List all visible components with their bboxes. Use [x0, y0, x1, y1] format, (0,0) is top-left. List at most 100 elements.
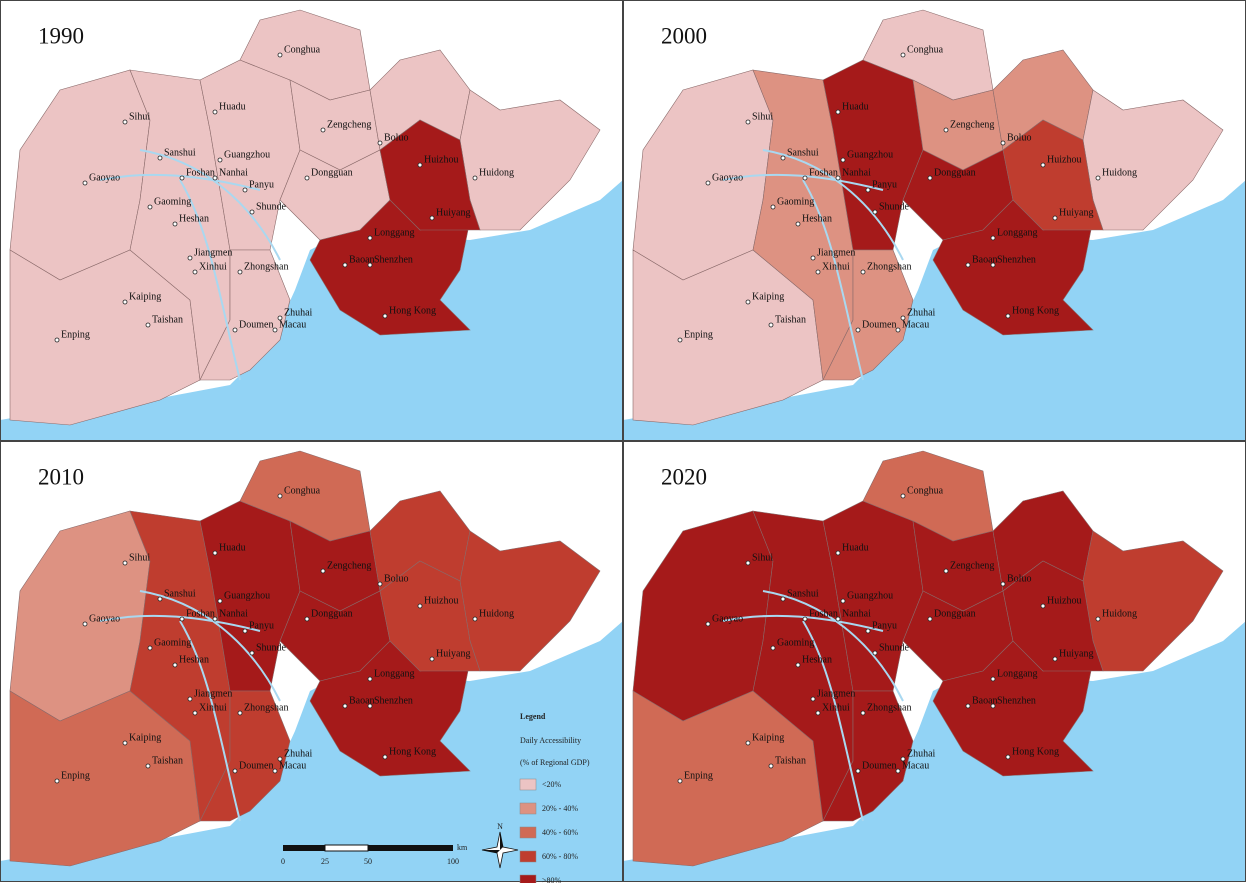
city-dot — [900, 315, 906, 321]
city-label: Zhuhai — [284, 307, 313, 318]
city-dot — [965, 262, 971, 268]
city-label: Conghua — [907, 44, 944, 55]
city-dot — [217, 157, 223, 163]
city-dot — [1040, 603, 1046, 609]
city-dot — [1005, 313, 1011, 319]
city-label: Guangzhou — [224, 149, 270, 160]
city-label: Panyu — [872, 179, 897, 190]
city-label: Macau — [902, 760, 929, 771]
panel-border — [0, 441, 623, 882]
city-label: Kaiping — [129, 291, 161, 302]
panel-year: 1990 — [38, 23, 84, 48]
city-dot — [304, 175, 310, 181]
city-label: Zhongshan — [867, 702, 911, 713]
city-label: Boluo — [1007, 132, 1031, 143]
city-dot — [367, 676, 373, 682]
city-dot — [277, 52, 283, 58]
city-dot — [768, 322, 774, 328]
city-dot — [242, 187, 248, 193]
region — [309, 640, 471, 777]
city-dot — [1095, 175, 1101, 181]
city-dot — [237, 269, 243, 275]
city-label: Guangzhou — [847, 149, 893, 160]
region — [822, 249, 914, 381]
city-dot — [122, 119, 128, 125]
city-dot — [192, 710, 198, 716]
city-dot — [242, 628, 248, 634]
scale-unit: km — [457, 843, 468, 852]
city-label: Kaiping — [752, 732, 784, 743]
city-label: Nanhai — [219, 167, 248, 178]
city-dot — [232, 327, 238, 333]
city-label: Doumen — [862, 319, 896, 330]
city-dot — [429, 656, 435, 662]
north-label: N — [497, 822, 503, 831]
city-dot — [705, 621, 711, 627]
city-dot — [82, 180, 88, 186]
map-panel: Conghua Huadu Sihui Zengcheng Boluo Sanshui Gu… — [0, 441, 623, 882]
city-label: Zengcheng — [950, 119, 994, 130]
city-label: Macau — [279, 319, 306, 330]
river — [722, 590, 904, 822]
city-dot — [367, 262, 373, 268]
city-label: Shenzhen — [374, 695, 413, 706]
city-label: Xinhui — [199, 702, 227, 713]
city-dot — [990, 235, 996, 241]
legend-swatch — [519, 850, 537, 863]
city-label: Jiangmen — [194, 247, 232, 258]
city-label: Nanhai — [219, 608, 248, 619]
city-label: Zhuhai — [907, 748, 936, 759]
city-dot — [835, 109, 841, 115]
city-label: Macau — [279, 760, 306, 771]
city-dot — [122, 560, 128, 566]
city-label: Baoan — [972, 695, 998, 706]
city-dot — [990, 676, 996, 682]
city-dot — [1095, 616, 1101, 622]
city-label: Taishan — [152, 314, 183, 325]
city-dot — [122, 740, 128, 746]
city-label: Sihui — [129, 552, 150, 563]
scale-label: 100 — [447, 857, 459, 866]
panel-content: Conghua Huadu Sihui Zengcheng Boluo Sanshui Gu… — [623, 441, 1246, 882]
city-label: Jiangmen — [817, 688, 855, 699]
city-label: Longgang — [374, 227, 415, 238]
city-label: Kaiping — [752, 291, 784, 302]
city-label: Guangzhou — [847, 590, 893, 601]
city-dot — [745, 740, 751, 746]
panel-content: Conghua Huadu Sihui Zengcheng Boluo Sanshui Gu… — [0, 441, 623, 882]
city-label: Heshan — [802, 654, 832, 665]
city-dot — [1052, 215, 1058, 221]
city-label: Baoan — [349, 254, 375, 265]
city-dot — [855, 327, 861, 333]
city-label: Gaoming — [154, 196, 191, 207]
city-dot — [900, 52, 906, 58]
city-dot — [417, 603, 423, 609]
city-dot — [677, 778, 683, 784]
city-label: Taishan — [775, 755, 806, 766]
city-label: Shunde — [879, 201, 910, 212]
city-dot — [865, 187, 871, 193]
city-dot — [900, 493, 906, 499]
city-label: Enping — [61, 770, 90, 781]
city-label: Zhongshan — [244, 261, 288, 272]
city-label: Shunde — [879, 642, 910, 653]
city-label: Heshan — [802, 213, 832, 224]
city-label: Sihui — [752, 552, 773, 563]
city-dot — [179, 175, 185, 181]
city-dot — [277, 493, 283, 499]
city-label: Taishan — [775, 314, 806, 325]
city-label: Heshan — [179, 654, 209, 665]
region — [1002, 119, 1104, 231]
city-dot — [745, 119, 751, 125]
map-panel: Conghua Huadu Sihui Zengcheng Boluo Sanshui Gu… — [0, 0, 623, 441]
city-label: Gaoming — [777, 637, 814, 648]
city-dot — [1052, 656, 1058, 662]
city-label: Sihui — [752, 111, 773, 122]
city-dot — [860, 710, 866, 716]
city-label: Conghua — [284, 44, 321, 55]
city-dot — [187, 255, 193, 261]
city-dot — [187, 696, 193, 702]
legend-label: >80% — [542, 876, 562, 883]
legend-label: 60% - 80% — [542, 852, 578, 861]
city-label: Longgang — [374, 668, 415, 679]
